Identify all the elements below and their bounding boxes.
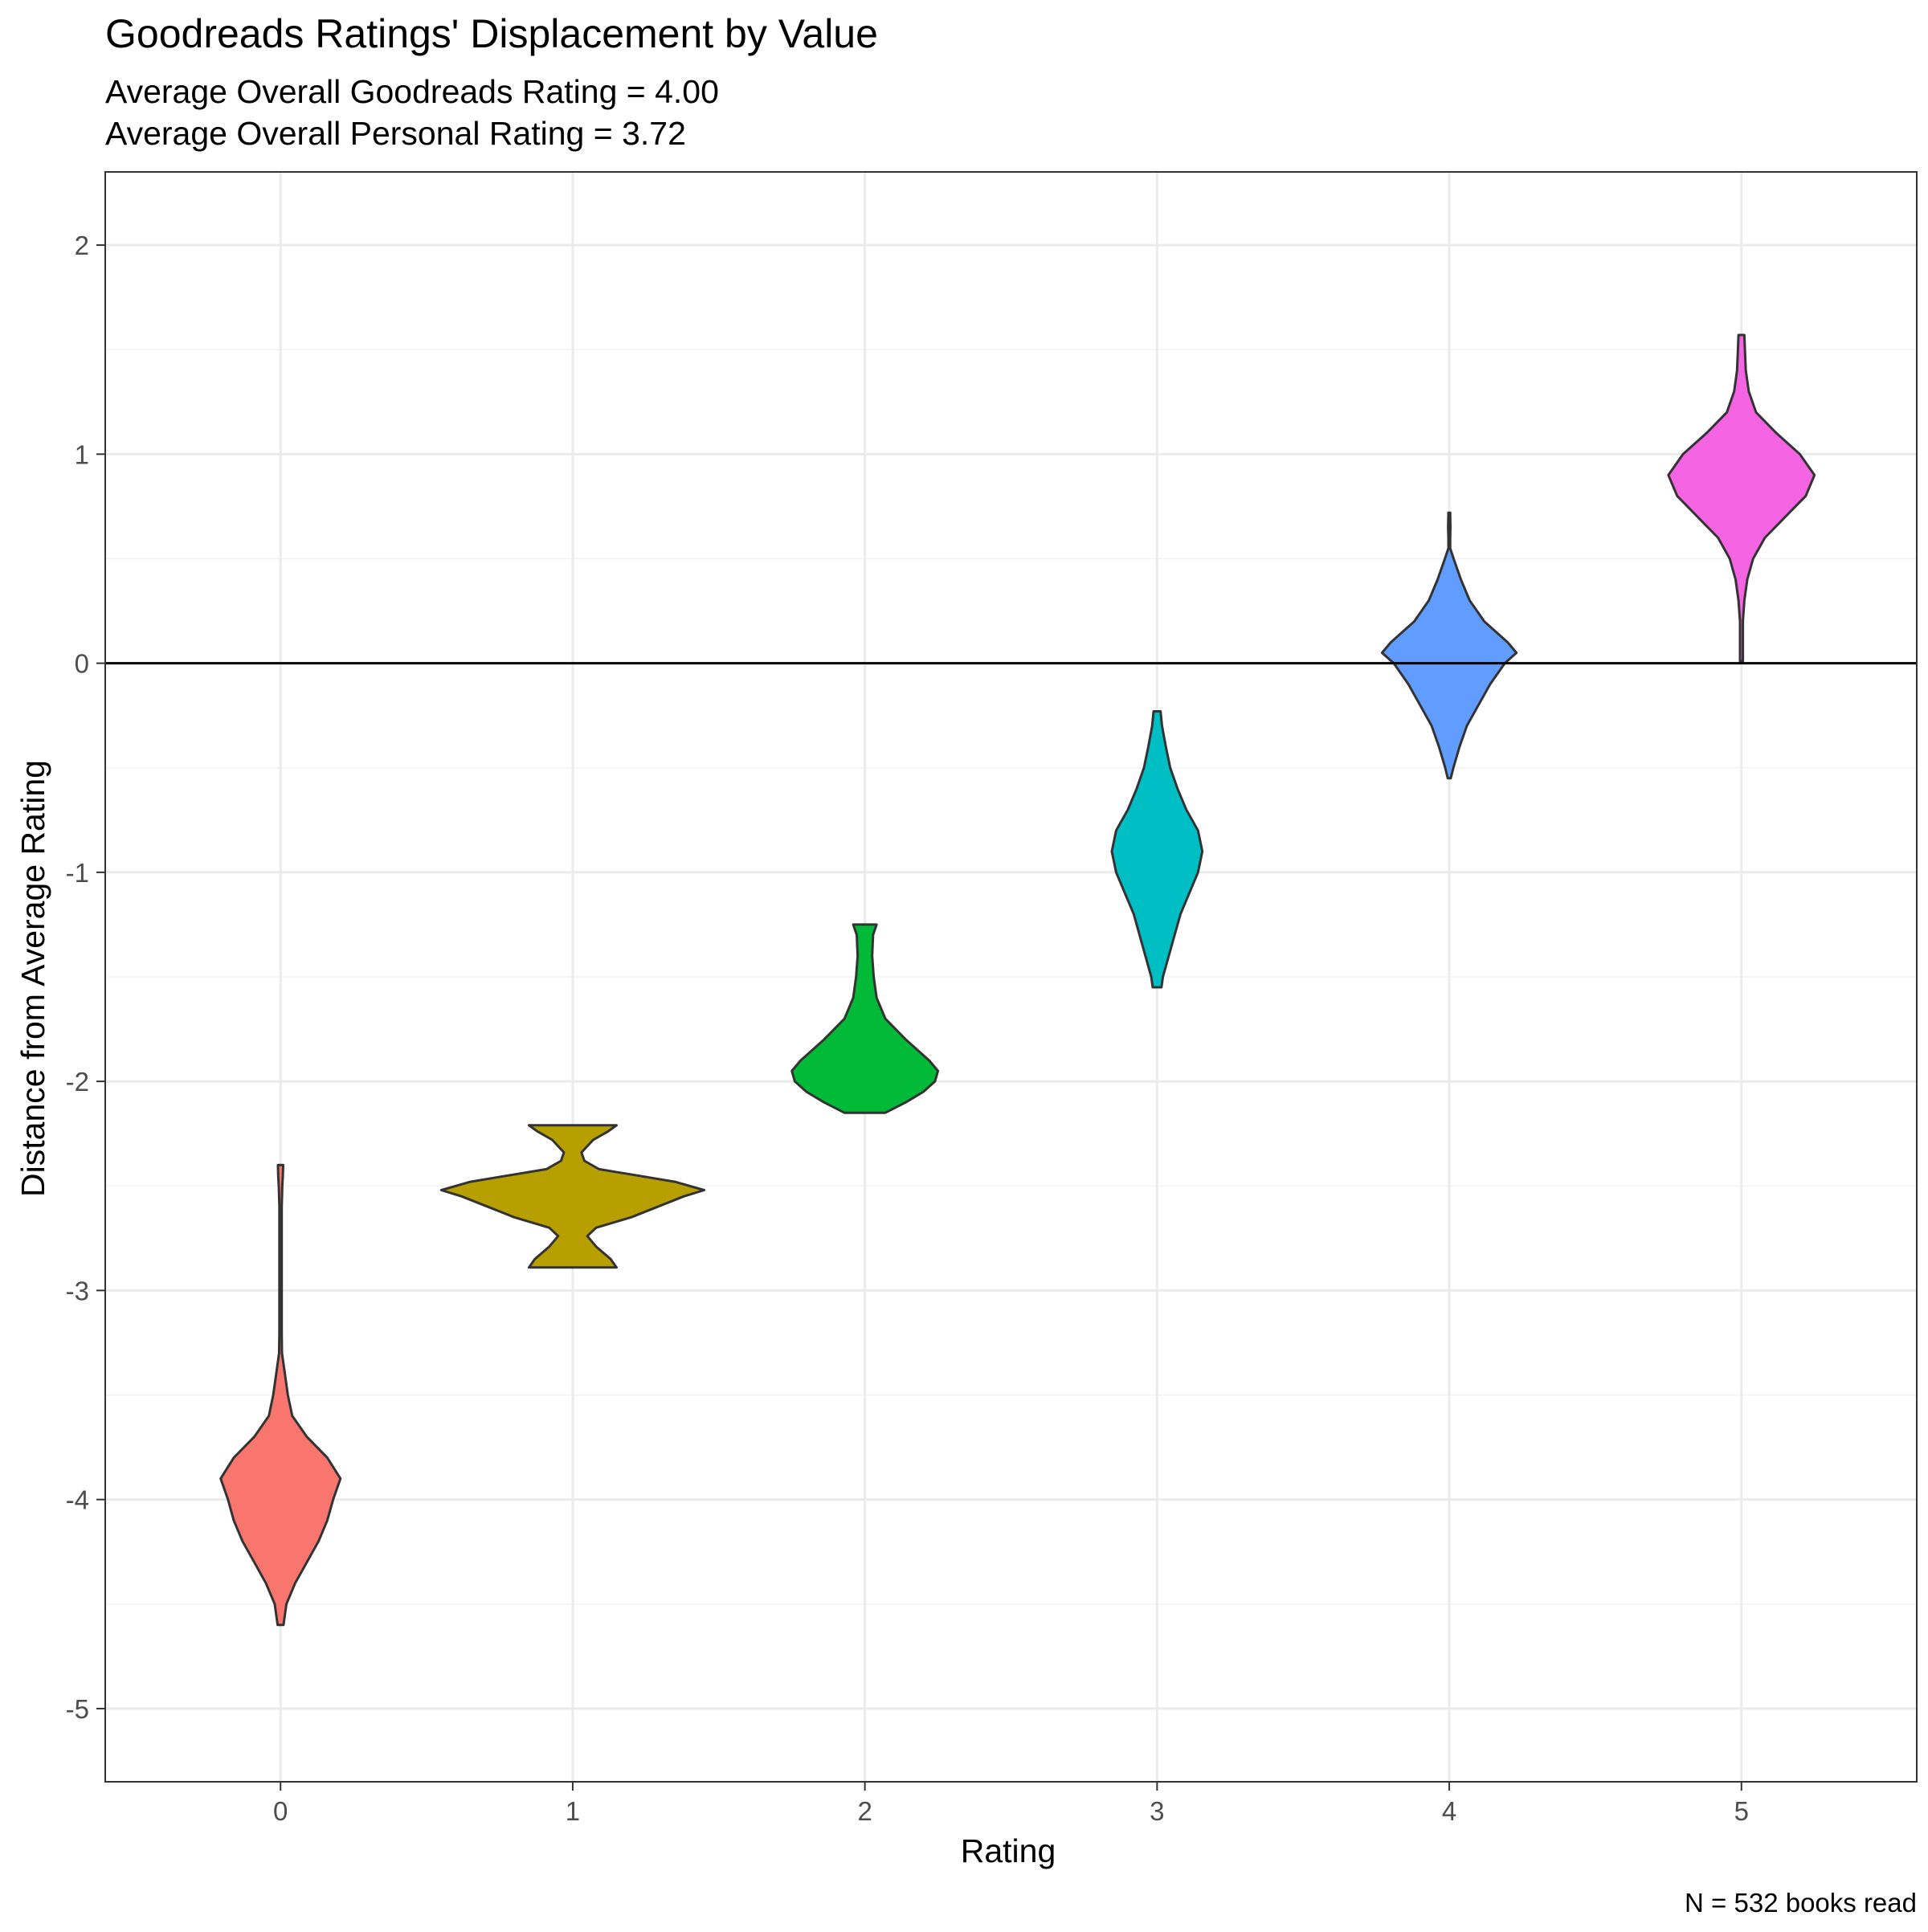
x-tick-label: 4 [1442,1796,1456,1826]
y-tick-label: 2 [75,231,89,260]
y-tick-label: -1 [66,858,89,888]
y-tick-label: -2 [66,1067,89,1097]
y-tick-label: -3 [66,1276,89,1305]
y-tick-label: -4 [66,1485,89,1515]
chart-subtitle-line-1: Average Overall Goodreads Rating = 4.00 [105,73,719,110]
x-tick-label: 1 [566,1796,580,1826]
violin-rating-5 [1667,333,1816,663]
x-tick-label: 2 [857,1796,872,1826]
y-tick-label: 0 [75,649,89,679]
violin-rating-0 [219,1163,342,1627]
y-tick-label: -5 [66,1694,89,1724]
y-tick-label: 1 [75,439,89,469]
y-axis-title: Distance from Average Rating [14,760,51,1197]
violin-rating-4 [1380,511,1518,780]
x-tick-label: 0 [273,1796,288,1826]
panel-border [104,171,1918,1783]
x-tick-label: 5 [1734,1796,1749,1826]
chart-subtitle-line-2: Average Overall Personal Rating = 3.72 [105,115,686,152]
axis-layer: -5 -4 -3 -2 -1 0 1 2 0 1 2 3 4 5 [66,231,1749,1826]
chart-title: Goodreads Ratings' Displacement by Value [105,11,878,56]
violin-rating-3 [1110,710,1204,989]
x-axis-title: Rating [961,1832,1056,1869]
violin-rating-1 [439,1124,706,1269]
x-tick-label: 3 [1150,1796,1164,1826]
violin-rating-2 [790,923,940,1114]
chart-caption: N = 532 books read [1685,1888,1917,1918]
violin-layer [219,333,1816,1627]
